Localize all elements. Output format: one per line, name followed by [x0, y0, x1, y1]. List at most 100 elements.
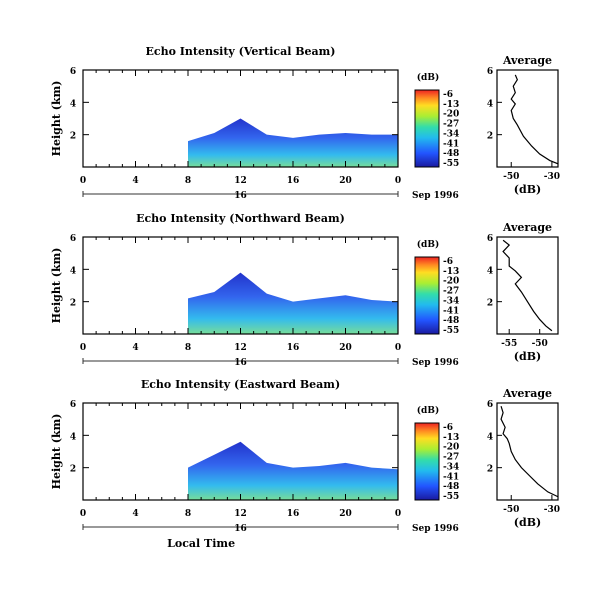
y-tick-label: 4 [70, 266, 76, 276]
average-x-tick-label: -30 [544, 172, 560, 182]
colorbar-tick-label: -55 [443, 159, 459, 169]
average-frame [496, 69, 559, 168]
date-label: Sep 1996 [412, 524, 459, 534]
y-tick-label: 6 [70, 400, 76, 410]
date-label: Sep 1996 [412, 358, 459, 368]
colorbar-unit-label: (dB) [417, 405, 439, 416]
colorbar-tick-label: -34 [443, 462, 459, 472]
colorbar-tick-label: -6 [443, 423, 453, 433]
average-x-tick-label: -50 [532, 339, 548, 349]
x-tick-label: 0 [80, 176, 86, 186]
colorbar [414, 256, 440, 335]
colorbar-tick-label: -27 [443, 287, 459, 297]
x-tick-label: 20 [339, 509, 352, 519]
average-y-tick-label: 6 [487, 67, 493, 77]
colorbar-tick-label: -20 [443, 110, 459, 120]
average-x-tick-label: -30 [544, 505, 560, 515]
average-x-axis-label: (dB) [514, 516, 541, 529]
x-tick-label: 0 [395, 509, 401, 519]
x-tick-label: 16 [287, 176, 300, 186]
average-x-axis-label: (dB) [514, 350, 541, 363]
echo-intensity-field [188, 441, 398, 500]
y-tick-label: 6 [70, 234, 76, 244]
colorbar-tick-label: -48 [443, 316, 459, 326]
x-tick-label: 16 [287, 509, 300, 519]
y-tick-label: 2 [70, 465, 76, 475]
y-axis-label: Height (km) [50, 248, 63, 324]
colorbar-tick-label: -6 [443, 257, 453, 267]
average-frame [496, 236, 559, 335]
colorbar [414, 89, 440, 168]
x-tick-label: 12 [234, 509, 247, 519]
colorbar-tick-label: -48 [443, 149, 459, 159]
y-tick-label: 4 [70, 99, 76, 109]
colorbar-unit-label: (dB) [417, 239, 439, 250]
average-profile-line [500, 406, 559, 498]
x-tick-label: 20 [339, 343, 352, 353]
echo-intensity-field [188, 272, 398, 334]
x-tick-label: 4 [132, 509, 138, 519]
x-tick-label: 20 [339, 176, 352, 186]
date-label: Sep 1996 [412, 191, 459, 201]
y-tick-label: 4 [70, 432, 76, 442]
average-title: Average [502, 221, 552, 234]
average-y-tick-label: 2 [487, 299, 493, 309]
colorbar [414, 422, 440, 501]
x-tick-label: 8 [185, 509, 191, 519]
panel-title: Echo Intensity (Northward Beam) [136, 212, 345, 225]
average-x-tick-label: -50 [503, 172, 519, 182]
colorbar-tick-label: -27 [443, 453, 459, 463]
average-title: Average [502, 387, 552, 400]
x-tick-label: 12 [234, 343, 247, 353]
y-tick-label: 6 [70, 67, 76, 77]
colorbar-tick-label: -13 [443, 100, 459, 110]
colorbar-tick-label: -41 [443, 306, 459, 316]
average-title: Average [502, 54, 552, 67]
colorbar-tick-label: -20 [443, 277, 459, 287]
average-x-tick-label: -50 [503, 505, 519, 515]
colorbar-tick-label: -41 [443, 139, 459, 149]
x-tick-label: 4 [132, 176, 138, 186]
y-axis-label: Height (km) [50, 81, 63, 157]
x-tick-label: 16 [287, 343, 300, 353]
colorbar-tick-label: -41 [443, 472, 459, 482]
average-x-tick-label: -55 [501, 339, 517, 349]
x-tick-label: 0 [395, 176, 401, 186]
echo-intensity-field [188, 118, 398, 167]
colorbar-tick-label: -34 [443, 129, 459, 139]
average-y-tick-label: 4 [487, 432, 493, 442]
colorbar-tick-label: -34 [443, 296, 459, 306]
colorbar-tick-label: -55 [443, 492, 459, 502]
colorbar-unit-label: (dB) [417, 72, 439, 83]
colorbar-tick-label: -20 [443, 443, 459, 453]
x-tick-label: 12 [234, 176, 247, 186]
x-tick-label: 0 [80, 343, 86, 353]
x-tick-label: 8 [185, 343, 191, 353]
y-axis-label: Height (km) [50, 414, 63, 490]
average-y-tick-label: 2 [487, 132, 493, 142]
average-y-tick-label: 2 [487, 465, 493, 475]
colorbar-tick-label: -27 [443, 120, 459, 130]
panel-title: Echo Intensity (Vertical Beam) [145, 45, 335, 58]
x-tick-label: 0 [395, 343, 401, 353]
average-y-tick-label: 4 [487, 266, 493, 276]
day-label: 16 [234, 524, 247, 534]
average-x-axis-label: (dB) [514, 183, 541, 196]
colorbar-tick-label: -55 [443, 326, 459, 336]
average-profile-line [510, 74, 559, 165]
x-axis-label: Local Time [167, 537, 235, 550]
day-label: 16 [234, 358, 247, 368]
y-tick-label: 2 [70, 132, 76, 142]
colorbar-tick-label: -13 [443, 267, 459, 277]
x-tick-label: 8 [185, 176, 191, 186]
average-y-tick-label: 6 [487, 234, 493, 244]
average-profile-line [502, 239, 553, 332]
average-y-tick-label: 6 [487, 400, 493, 410]
colorbar-tick-label: -48 [443, 482, 459, 492]
x-tick-label: 4 [132, 343, 138, 353]
panel-title: Echo Intensity (Eastward Beam) [141, 378, 340, 391]
average-y-tick-label: 4 [487, 99, 493, 109]
colorbar-tick-label: -6 [443, 90, 453, 100]
day-label: 16 [234, 191, 247, 201]
